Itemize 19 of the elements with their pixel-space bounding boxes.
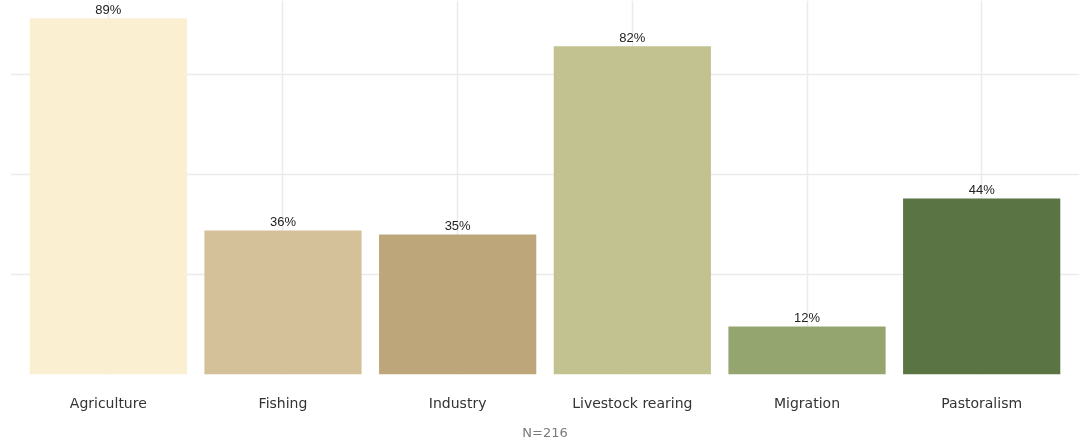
x-tick-label: Industry (428, 394, 487, 411)
bar (553, 46, 711, 375)
data-label: 12% (794, 310, 821, 326)
x-tick-label: Pastoralism (941, 394, 1023, 411)
bar (204, 230, 362, 375)
text: N=216 (522, 424, 568, 440)
x-tick-label: Agriculture (69, 394, 147, 411)
x-tick-label: Livestock rearing (572, 394, 693, 411)
data-label: 89% (95, 2, 122, 18)
data-label: 35% (444, 218, 472, 234)
x-tick-label: Fishing (258, 394, 308, 411)
x-tick-label: Migration (774, 394, 841, 411)
bar (379, 234, 537, 375)
bar (29, 18, 187, 375)
data-label: 82% (619, 30, 646, 46)
data-label: 36% (269, 214, 297, 230)
bar (728, 326, 886, 375)
bar (903, 198, 1061, 375)
data-label: 44% (968, 182, 996, 198)
